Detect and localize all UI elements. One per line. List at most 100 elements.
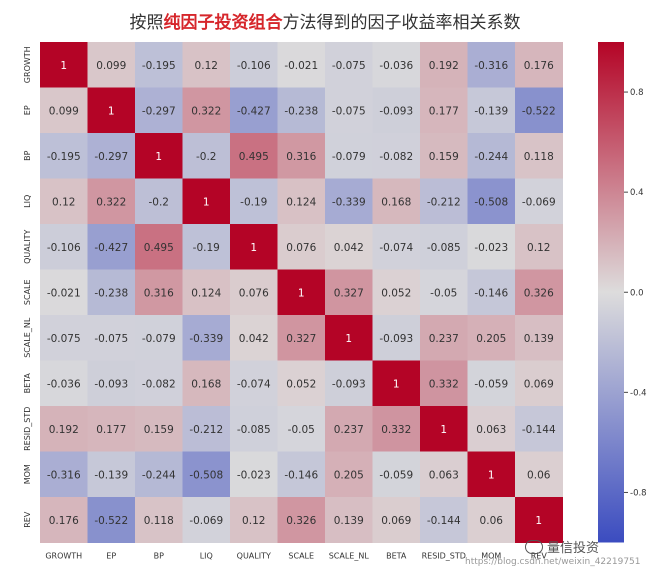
heatmap-cell xyxy=(135,87,183,134)
heatmap-cell xyxy=(515,133,563,179)
heatmap-cell xyxy=(420,133,468,179)
cell-value-label: 0.12 xyxy=(52,196,75,208)
heatmap-cell xyxy=(420,451,468,498)
cell-value-label: 0.12 xyxy=(195,60,218,72)
cell-value-label: 0.192 xyxy=(49,424,79,436)
heatmap-cell xyxy=(515,224,563,270)
colorbar-tick-label: 0.4 xyxy=(630,188,644,198)
heatmap-cell xyxy=(277,269,326,316)
cell-value-label: 0.06 xyxy=(527,469,551,481)
cell-value-label: 0.124 xyxy=(286,196,316,208)
heatmap-cell xyxy=(182,224,231,270)
cell-value-label: 0.205 xyxy=(334,469,364,481)
cell-value-label: -0.146 xyxy=(284,469,318,481)
heatmap-cell xyxy=(230,269,278,316)
y-tick-label: LIQ xyxy=(23,195,32,208)
heatmap-cell xyxy=(230,42,278,88)
cell-value-label: -0.059 xyxy=(379,469,413,481)
heatmap-cell xyxy=(182,360,231,407)
heatmap-cell xyxy=(515,451,563,498)
cell-value-label: -0.508 xyxy=(189,469,223,481)
heatmap-cell xyxy=(467,42,516,88)
heatmap-cell xyxy=(182,406,231,452)
cell-value-label: -0.074 xyxy=(379,242,413,254)
cell-value-label: -0.093 xyxy=(332,378,366,390)
cell-value-label: -0.427 xyxy=(94,242,128,254)
heatmap-cell xyxy=(230,315,278,361)
x-tick-label: RESID_STD xyxy=(422,552,466,561)
heatmap-cell xyxy=(467,497,516,543)
cell-value-label: -0.093 xyxy=(379,333,413,345)
heatmap-cell xyxy=(467,360,516,407)
watermark-text: 量信投资 xyxy=(547,541,600,556)
heatmap-cell xyxy=(515,42,563,88)
heatmap-cell xyxy=(40,133,88,179)
cell-value-label: -0.036 xyxy=(379,60,413,72)
cell-value-label: -0.036 xyxy=(47,378,81,390)
cell-value-label: -0.021 xyxy=(284,60,318,72)
heatmap-cell xyxy=(277,87,326,134)
heatmap-cell xyxy=(325,178,373,225)
cell-value-label: -0.085 xyxy=(427,242,461,254)
cell-value-label: -0.106 xyxy=(47,242,81,254)
cell-value-label: 0.069 xyxy=(381,515,411,527)
title-suffix: 方法得到的因子收益率相关系数 xyxy=(282,13,521,33)
heatmap-cell xyxy=(420,360,468,407)
cell-value-label: 0.237 xyxy=(429,333,459,345)
cell-value-label: 0.063 xyxy=(429,469,459,481)
heatmap-cell xyxy=(40,269,88,316)
heatmap-cell xyxy=(135,133,183,179)
x-tick-label: BP xyxy=(154,552,164,561)
cell-value-label: 0.052 xyxy=(381,287,411,299)
y-tick-label: MOM xyxy=(23,464,32,484)
cell-value-label: 0.042 xyxy=(334,242,364,254)
x-tick-label: GROWTH xyxy=(45,552,82,561)
cell-value-label: -0.195 xyxy=(47,151,81,163)
heatmap-cell xyxy=(277,497,326,543)
cell-value-label: 0.159 xyxy=(429,151,459,163)
heatmap-cell xyxy=(40,87,88,134)
heatmap-cell xyxy=(230,406,278,452)
heatmap-cell xyxy=(87,315,136,361)
y-tick-label: REV xyxy=(23,511,32,528)
cell-value-label: -0.139 xyxy=(94,469,128,481)
cell-value-label: 0.124 xyxy=(191,287,221,299)
cell-value-label: 0.495 xyxy=(239,151,269,163)
heatmap-cell xyxy=(182,133,231,179)
cell-value-label: -0.069 xyxy=(189,515,223,527)
heatmap-cell xyxy=(420,497,468,543)
cell-value-label: -0.075 xyxy=(332,105,366,117)
heatmap-cell xyxy=(277,406,326,452)
cell-value-label: -0.079 xyxy=(142,333,176,345)
heatmap-cell xyxy=(87,42,136,88)
heatmap-cell xyxy=(230,451,278,498)
wechat-icon xyxy=(525,540,543,554)
cell-value-label: 0.168 xyxy=(191,378,221,390)
heatmap-cell xyxy=(87,406,136,452)
cell-value-label: -0.144 xyxy=(427,515,461,527)
cell-value-label: -0.05 xyxy=(288,424,315,436)
heatmap-cell xyxy=(372,133,421,179)
heatmap-cell xyxy=(135,360,183,407)
heatmap-cell xyxy=(40,178,88,225)
cell-value-label: 1 xyxy=(60,60,67,72)
cell-value-label: -0.069 xyxy=(522,196,556,208)
heatmap-cell xyxy=(372,451,421,498)
x-tick-label: SCALE_NL xyxy=(329,552,370,561)
heatmap-cell xyxy=(420,406,468,452)
heatmap-cell xyxy=(420,269,468,316)
heatmap-cell xyxy=(515,87,563,134)
x-tick-label: QUALITY xyxy=(237,552,271,561)
cell-value-label: -0.146 xyxy=(474,287,508,299)
heatmap-cell xyxy=(515,178,563,225)
heatmap-cell xyxy=(182,42,231,88)
cell-value-label: -0.075 xyxy=(47,333,81,345)
heatmap-cell xyxy=(325,406,373,452)
cell-value-label: 0.069 xyxy=(524,378,554,390)
heatmap-cell xyxy=(182,178,231,225)
cell-value-label: 0.042 xyxy=(239,333,269,345)
heatmap-cell xyxy=(325,224,373,270)
cell-value-label: 0.495 xyxy=(144,242,174,254)
cell-value-label: -0.023 xyxy=(237,469,271,481)
source-url: https://blog.csdn.net/weixin_42219751 xyxy=(465,557,641,567)
